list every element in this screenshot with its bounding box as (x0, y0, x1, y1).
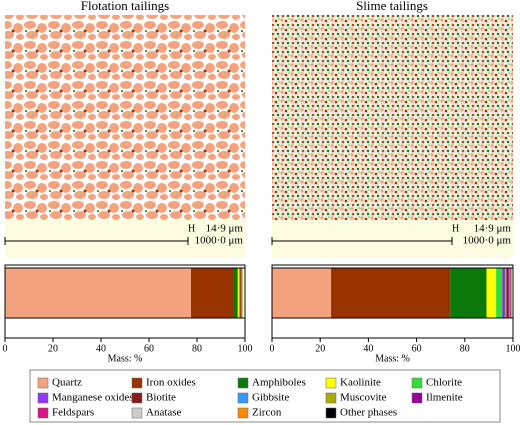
legend-swatch (411, 392, 423, 404)
x-tick-label: 20 (48, 343, 58, 354)
legend-label: Biotite (146, 392, 176, 404)
bar-segment (505, 268, 507, 318)
legend-swatch (37, 407, 49, 419)
bar-segment (239, 268, 241, 318)
x-tick-label: 0 (3, 343, 8, 354)
x-tick-label: 40 (96, 343, 106, 354)
legend-swatch (131, 392, 143, 404)
mineral-map (5, 15, 245, 220)
bar-segment (240, 268, 242, 318)
legend-swatch (237, 392, 249, 404)
bar-segment (5, 268, 191, 318)
bar-segment (510, 268, 512, 318)
bar-segment (241, 268, 243, 318)
x-tick-label: 0 (270, 343, 275, 354)
legend-label: Chlorite (426, 377, 462, 389)
legend-swatch (325, 392, 337, 404)
panel: Flotation tailings H 14·9 μm 1000·0 μm (4, 0, 245, 258)
legend-swatch (325, 377, 337, 389)
bar-segment (506, 268, 509, 318)
bar-segment (233, 268, 238, 318)
mineral-map (272, 15, 513, 220)
bar-segment (504, 268, 506, 318)
bar-segment (503, 268, 505, 318)
scale-marker: H (452, 223, 459, 234)
legend-label: Manganese oxides (52, 392, 134, 404)
scale-area (272, 220, 513, 258)
legend-label: Kaolinite (340, 377, 381, 389)
legend-swatch (131, 407, 143, 419)
x-tick-label: 20 (315, 343, 325, 354)
panel-title: Flotation tailings (81, 0, 169, 13)
bar-segment (191, 268, 233, 318)
bar-segment (237, 268, 239, 318)
legend-label: Quartz (52, 377, 82, 389)
x-axis-label: Mass: % (108, 353, 143, 364)
bar-segment (450, 268, 487, 318)
scale-large: 1000·0 μm (195, 235, 244, 247)
legend-swatch (37, 377, 49, 389)
bar-segment (331, 268, 451, 318)
bar-segment (486, 268, 497, 318)
legend-label: Zircon (252, 407, 282, 419)
bar-outline (271, 267, 514, 319)
scale-marker: H (188, 223, 195, 234)
legend-swatch (131, 377, 143, 389)
x-tick-label: 100 (238, 343, 253, 354)
legend-label: Gibbsite (252, 392, 289, 404)
legend-label: Amphiboles (252, 377, 306, 389)
bar-segment (508, 268, 510, 318)
legend-label: Other phases (340, 407, 397, 419)
x-tick-label: 60 (412, 343, 422, 354)
scale-small: 14·9 μm (474, 223, 512, 235)
legend-label: Anatase (146, 407, 182, 419)
scale-large: 1000·0 μm (463, 235, 512, 247)
panel: Slime tailings H 14·9 μm 1000·0 μm (271, 0, 513, 258)
bar-outline (4, 267, 246, 319)
x-tick-label: 80 (192, 343, 202, 354)
legend-swatch (411, 377, 423, 389)
scale-small: 14·9 μm (206, 223, 244, 235)
legend-swatch (237, 407, 249, 419)
panel-title: Slime tailings (356, 0, 428, 13)
legend-swatch (37, 392, 49, 404)
x-tick-label: 100 (506, 343, 520, 354)
legend-label: Muscovite (340, 392, 387, 404)
x-tick-label: 80 (460, 343, 470, 354)
x-tick-label: 40 (363, 343, 373, 354)
x-axis-label: Mass: % (375, 353, 410, 364)
legend-swatch (325, 407, 337, 419)
bar-segment (502, 268, 504, 318)
bar-segment (272, 268, 332, 318)
scale-area (5, 220, 245, 258)
legend-label: Feldspars (52, 407, 94, 419)
legend-label: Ilmenite (426, 392, 463, 404)
x-tick-label: 60 (144, 343, 154, 354)
legend-swatch (237, 377, 249, 389)
bar-segment (496, 268, 503, 318)
legend-label: Iron oxides (146, 377, 196, 389)
